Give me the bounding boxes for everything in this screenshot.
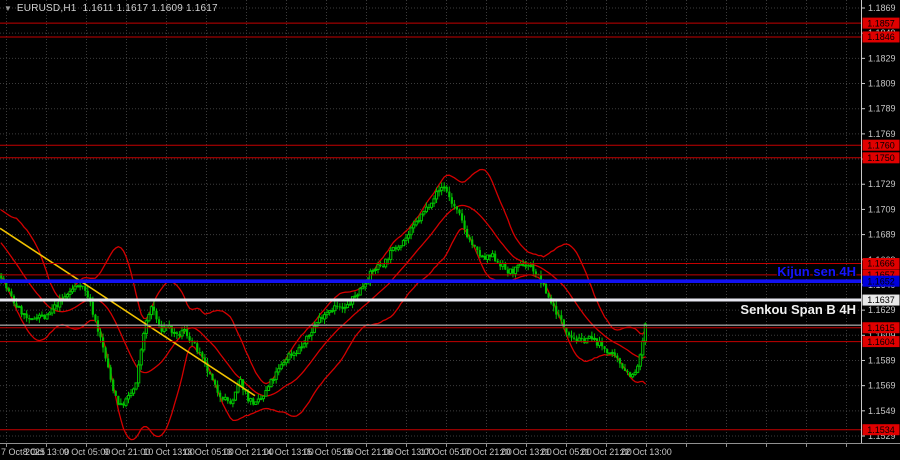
- time-axis-label: 13 Oct 05:00: [182, 447, 234, 457]
- price-level-badge-text: 1.1750: [867, 153, 895, 163]
- price-level-badge: [862, 17, 900, 29]
- time-axis-label: 17 Oct 21:00: [460, 447, 512, 457]
- price-axis-label: 1.1789: [868, 104, 896, 114]
- time-axis-label: 7 Oct 2025: [1, 447, 45, 457]
- price-axis-label: 1.1809: [868, 79, 896, 89]
- price-level-badge: [862, 258, 900, 270]
- price-level-badge-text: 1.1666: [867, 259, 895, 269]
- time-axis-label: 8 Oct 13:00: [23, 447, 70, 457]
- price-level-badge-text: 1.1657: [867, 270, 895, 280]
- price-level-badge: [862, 139, 900, 151]
- time-axis-label: 16 Oct 13:00: [382, 447, 434, 457]
- price-level-badge: [862, 269, 900, 281]
- chart-canvas[interactable]: [0, 0, 861, 443]
- price-axis-label: 1.1629: [868, 305, 896, 315]
- symbol-menu-icon[interactable]: ▼: [4, 3, 12, 13]
- price-level-badge-text: 1.1637: [867, 295, 895, 305]
- price-level-badge: [862, 152, 900, 164]
- price-level-badge: [862, 294, 900, 306]
- descending-trendline[interactable]: [0, 227, 256, 397]
- price-axis-label: 1.1589: [868, 355, 896, 365]
- price-axis-label: 1.1689: [868, 230, 896, 240]
- time-axis-label: 13 Oct 21:00: [222, 447, 274, 457]
- price-axis-label: 1.1869: [868, 3, 896, 13]
- price-axis-label: 1.1709: [868, 204, 896, 214]
- grid: [0, 0, 861, 443]
- price-level-badge: [862, 336, 900, 348]
- time-axis[interactable]: [0, 444, 900, 460]
- time-axis-label: 20 Oct 13:00: [500, 447, 552, 457]
- price-level-badge: [862, 322, 900, 334]
- price-level-badge-text: 1.1760: [867, 140, 895, 150]
- price-axis-label: 1.1569: [868, 381, 896, 391]
- price-level-badge: [862, 275, 900, 287]
- price-level-badge-text: 1.1857: [867, 18, 895, 28]
- time-axis-label: 17 Oct 05:00: [420, 447, 472, 457]
- price-level-badge-text: 1.1652: [867, 276, 895, 286]
- price-axis-label: 1.1829: [868, 53, 896, 63]
- price-axis-label: 1.1549: [868, 406, 896, 416]
- senkou-label: Senkou Span B 4H: [740, 302, 856, 317]
- time-axis-label: 10 Oct 13:00: [143, 447, 195, 457]
- price-level-badge: [862, 31, 900, 43]
- chart-ohlc-title: EURUSD,H1 1.1611 1.1617 1.1609 1.1617: [16, 3, 218, 14]
- price-axis-label: 1.1769: [868, 129, 896, 139]
- time-axis-label: 9 Oct 05:00: [64, 447, 111, 457]
- time-axis-label: 21 Oct 21:00: [580, 447, 632, 457]
- time-axis-label: 22 Oct 13:00: [620, 447, 672, 457]
- price-axis-label: 1.1609: [868, 330, 896, 340]
- time-axis-label: 9 Oct 21:00: [104, 447, 151, 457]
- price-level-badge-text: 1.1846: [867, 32, 895, 42]
- price-level-badge: [862, 424, 900, 436]
- time-axis-label: 15 Oct 05:00: [302, 447, 354, 457]
- time-axis-label: 14 Oct 13:00: [262, 447, 314, 457]
- kijun-label: Kijun sen 4H: [777, 264, 856, 279]
- chart-title-overlay: ▼ EURUSD,H1 1.1611 1.1617 1.1609 1.1617: [4, 3, 218, 14]
- price-axis[interactable]: [862, 0, 900, 443]
- candlestick-series: [0, 182, 647, 409]
- price-level-badge-text: 1.1534: [867, 425, 895, 435]
- time-axis-label: 15 Oct 21:00: [342, 447, 394, 457]
- price-axis-label: 1.1529: [868, 431, 896, 441]
- time-axis-label: 21 Oct 05:00: [540, 447, 592, 457]
- price-level-badge-text: 1.1604: [867, 337, 895, 347]
- price-level-badge-text: 1.1615: [867, 323, 895, 333]
- price-axis-label: 1.1729: [868, 179, 896, 189]
